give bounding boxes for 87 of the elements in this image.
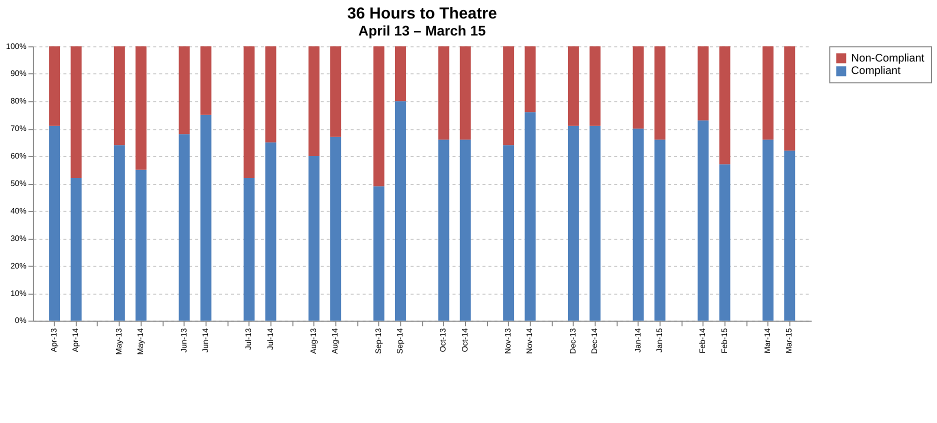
bar <box>460 140 471 321</box>
bar <box>590 46 601 126</box>
bar <box>632 128 644 321</box>
bar <box>70 46 82 178</box>
legend-label: Non-Compliant <box>851 52 924 64</box>
bar <box>308 156 320 321</box>
bar <box>265 142 276 321</box>
bar <box>784 46 796 151</box>
bar <box>308 46 320 156</box>
y-tick-label: 50% <box>10 178 26 188</box>
x-tick-label: Sep-14 <box>395 328 404 354</box>
x-tick-label: Jan-14 <box>633 328 642 353</box>
x-tick-label: Apr-13 <box>50 328 59 352</box>
bar <box>762 140 774 321</box>
bar <box>200 46 212 115</box>
bar <box>70 178 82 321</box>
y-tick-label: 0% <box>14 316 26 326</box>
bar <box>568 126 579 321</box>
bar <box>394 46 406 102</box>
x-tick-label: Dec-13 <box>568 328 578 354</box>
bar <box>114 46 125 146</box>
bar <box>784 150 796 321</box>
x-tick-label: Jul-14 <box>266 328 275 350</box>
bar <box>394 101 406 321</box>
bar <box>178 46 190 134</box>
bar <box>49 46 60 126</box>
x-tick-label: May-14 <box>136 328 146 355</box>
bar <box>114 145 125 321</box>
bar <box>698 120 709 321</box>
y-tick-label: 70% <box>10 124 26 134</box>
x-tick-label: Feb-15 <box>720 328 729 354</box>
y-tick-label: 30% <box>10 234 26 243</box>
bar <box>265 46 276 142</box>
bar <box>373 186 384 321</box>
bar <box>330 136 342 321</box>
y-tick-label: 10% <box>10 288 26 298</box>
x-tick-label: May-13 <box>114 328 124 355</box>
bar <box>632 46 644 129</box>
bar <box>654 46 666 140</box>
x-tick-label: Aug-13 <box>308 328 318 354</box>
y-tick-label: 40% <box>10 206 26 216</box>
x-tick-label: Oct-13 <box>438 328 448 352</box>
x-tick-label: Sep-13 <box>374 328 383 354</box>
bar <box>524 112 536 321</box>
x-tick-label: Oct-14 <box>460 328 470 352</box>
x-tick-label: Jul-13 <box>244 328 254 350</box>
x-tick-label: Jun-13 <box>179 328 188 353</box>
x-tick-label: Feb-14 <box>698 328 708 354</box>
y-tick-label: 20% <box>10 261 26 270</box>
bar <box>244 178 255 321</box>
bar <box>568 46 579 126</box>
bar <box>438 140 450 321</box>
bar <box>654 140 666 321</box>
x-tick-label: Apr-14 <box>71 328 80 352</box>
bar <box>719 164 730 321</box>
bar <box>503 145 514 321</box>
y-tick-label: 80% <box>10 96 26 106</box>
x-tick-label: Dec-14 <box>590 328 600 354</box>
bar <box>460 46 471 140</box>
x-tick-label: Mar-14 <box>763 328 772 354</box>
bar <box>178 134 190 321</box>
bar <box>244 46 255 178</box>
y-tick-label: 90% <box>10 69 26 78</box>
bar <box>590 126 601 321</box>
bar <box>438 46 450 140</box>
x-tick-label: Jan-15 <box>654 328 664 353</box>
y-tick-label: 60% <box>10 152 26 161</box>
legend-label: Compliant <box>851 65 901 78</box>
chart-subtitle: April 13 – March 15 <box>358 22 486 38</box>
bar <box>136 46 147 170</box>
x-tick-label: Jun-14 <box>200 328 210 353</box>
bar <box>698 46 709 120</box>
x-tick-label: Mar-15 <box>784 328 794 354</box>
x-tick-label: Nov-14 <box>525 328 534 354</box>
bar <box>524 46 536 112</box>
x-tick-label: Aug-14 <box>330 328 340 354</box>
x-tick-label: Nov-13 <box>504 328 513 354</box>
y-tick-label: 100% <box>6 42 26 51</box>
bar <box>762 46 774 140</box>
chart-title: 36 Hours to Theatre <box>347 5 498 22</box>
bar <box>373 46 384 186</box>
bar <box>136 170 147 321</box>
bar <box>719 46 730 164</box>
bar <box>330 46 342 137</box>
bar <box>503 46 514 146</box>
bar <box>49 126 60 321</box>
bar <box>200 114 212 321</box>
